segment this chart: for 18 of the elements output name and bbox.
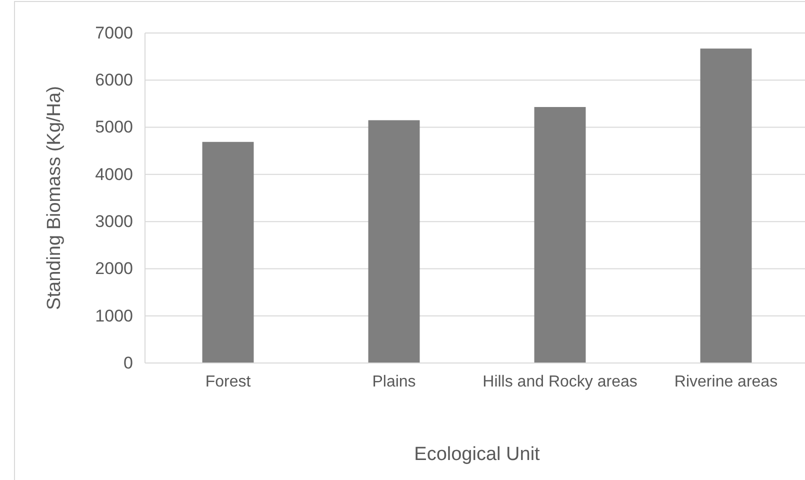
x-tick-label: Hills and Rocky areas (482, 373, 638, 390)
bar (534, 107, 586, 363)
x-axis-title: Ecological Unit (414, 444, 541, 465)
y-tick-label: 1000 (95, 306, 133, 326)
y-tick-label: 2000 (95, 259, 133, 278)
bar (202, 142, 254, 363)
x-tick-label: Riverine areas (674, 373, 778, 390)
y-tick-label: 6000 (95, 70, 133, 90)
y-tick-label: 7000 (95, 23, 133, 42)
y-tick-label: 0 (124, 353, 133, 372)
y-tick-label: 5000 (95, 118, 133, 137)
y-axis-title: Standing Biomass (Kg/Ha) (44, 86, 65, 310)
x-tick-label: Forest (205, 373, 252, 390)
x-tick-label: Plains (372, 373, 416, 390)
bar (368, 120, 420, 363)
y-tick-label: 4000 (95, 164, 133, 184)
bar (700, 48, 752, 363)
y-tick-label: 3000 (95, 212, 133, 232)
